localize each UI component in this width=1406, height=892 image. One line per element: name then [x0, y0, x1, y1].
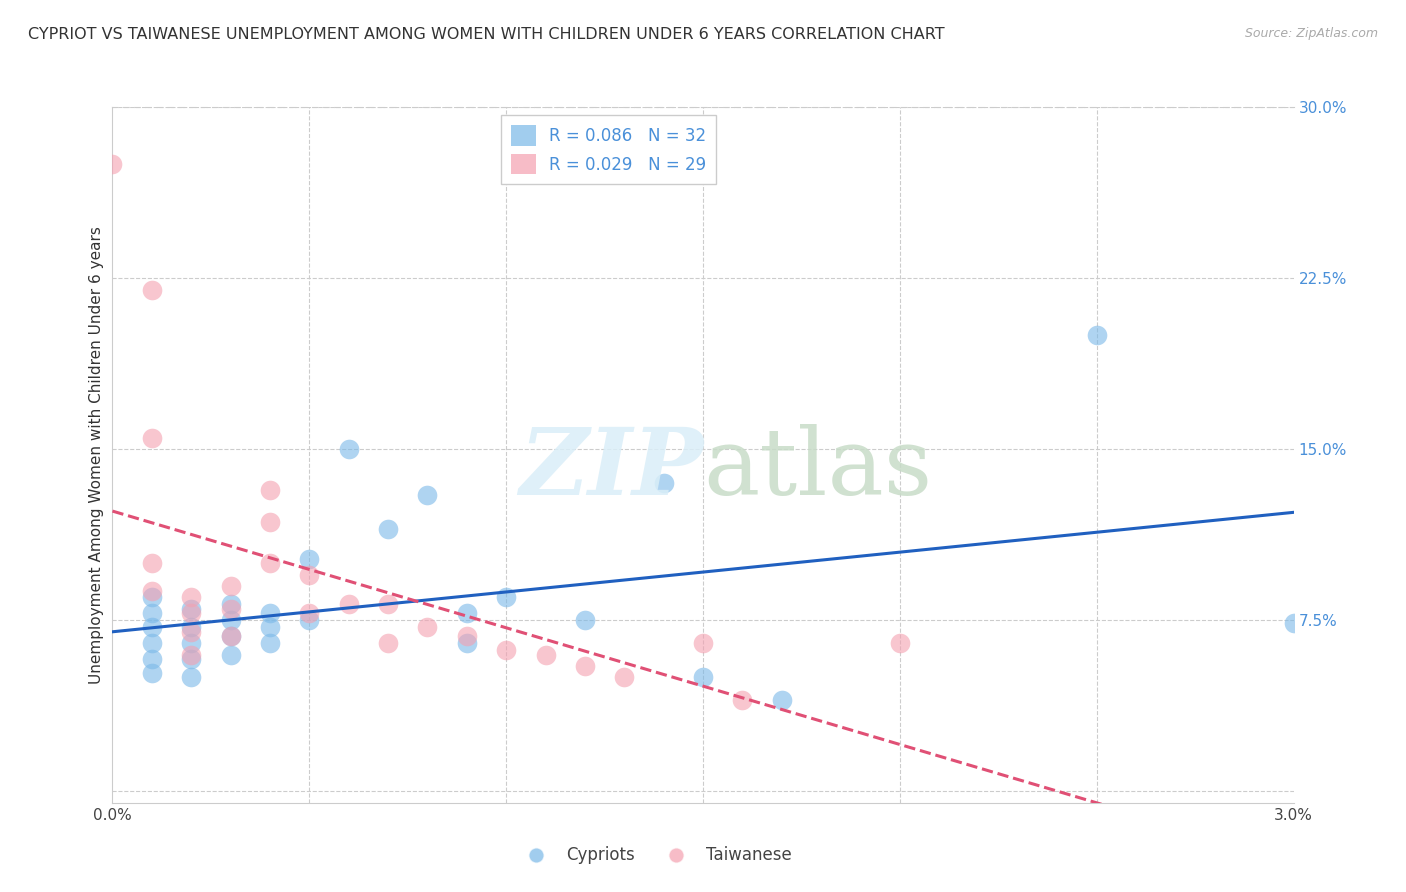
Point: [180, 620, 202, 634]
Point: [456, 607, 478, 621]
Point: [259, 515, 281, 529]
Point: [613, 670, 636, 684]
Point: [534, 648, 557, 662]
Text: atlas: atlas: [703, 424, 932, 514]
Point: [1085, 328, 1108, 343]
Point: [101, 157, 124, 171]
Point: [259, 483, 281, 498]
Point: [574, 659, 596, 673]
Point: [219, 579, 242, 593]
Point: [692, 636, 714, 650]
Point: [141, 556, 163, 570]
Point: [141, 591, 163, 605]
Point: [141, 431, 163, 445]
Text: CYPRIOT VS TAIWANESE UNEMPLOYMENT AMONG WOMEN WITH CHILDREN UNDER 6 YEARS CORREL: CYPRIOT VS TAIWANESE UNEMPLOYMENT AMONG …: [28, 27, 945, 42]
Point: [377, 598, 399, 612]
Point: [141, 636, 163, 650]
Point: [495, 591, 517, 605]
Y-axis label: Unemployment Among Women with Children Under 6 years: Unemployment Among Women with Children U…: [89, 226, 104, 684]
Point: [731, 693, 754, 707]
Point: [180, 648, 202, 662]
Point: [298, 567, 321, 582]
Point: [180, 607, 202, 621]
Point: [416, 620, 439, 634]
Point: [141, 607, 163, 621]
Point: [180, 670, 202, 684]
Point: [180, 636, 202, 650]
Point: [259, 607, 281, 621]
Point: [377, 636, 399, 650]
Point: [219, 629, 242, 643]
Point: [574, 613, 596, 627]
Point: [259, 620, 281, 634]
Point: [180, 591, 202, 605]
Point: [180, 602, 202, 616]
Point: [652, 476, 675, 491]
Point: [259, 636, 281, 650]
Point: [180, 652, 202, 666]
Point: [298, 551, 321, 566]
Text: Source: ZipAtlas.com: Source: ZipAtlas.com: [1244, 27, 1378, 40]
Point: [180, 624, 202, 639]
Point: [495, 643, 517, 657]
Legend: Cypriots, Taiwanese: Cypriots, Taiwanese: [513, 839, 799, 871]
Point: [337, 598, 360, 612]
Point: [141, 283, 163, 297]
Point: [298, 613, 321, 627]
Point: [377, 522, 399, 536]
Point: [889, 636, 911, 650]
Point: [219, 629, 242, 643]
Point: [692, 670, 714, 684]
Point: [141, 620, 163, 634]
Point: [416, 488, 439, 502]
Point: [456, 629, 478, 643]
Point: [298, 607, 321, 621]
Point: [219, 598, 242, 612]
Point: [219, 648, 242, 662]
Point: [259, 556, 281, 570]
Point: [219, 602, 242, 616]
Point: [141, 665, 163, 680]
Point: [141, 652, 163, 666]
Point: [770, 693, 793, 707]
Text: ZIP: ZIP: [519, 424, 703, 514]
Point: [337, 442, 360, 457]
Point: [1282, 615, 1305, 630]
Point: [219, 613, 242, 627]
Point: [141, 583, 163, 598]
Point: [456, 636, 478, 650]
